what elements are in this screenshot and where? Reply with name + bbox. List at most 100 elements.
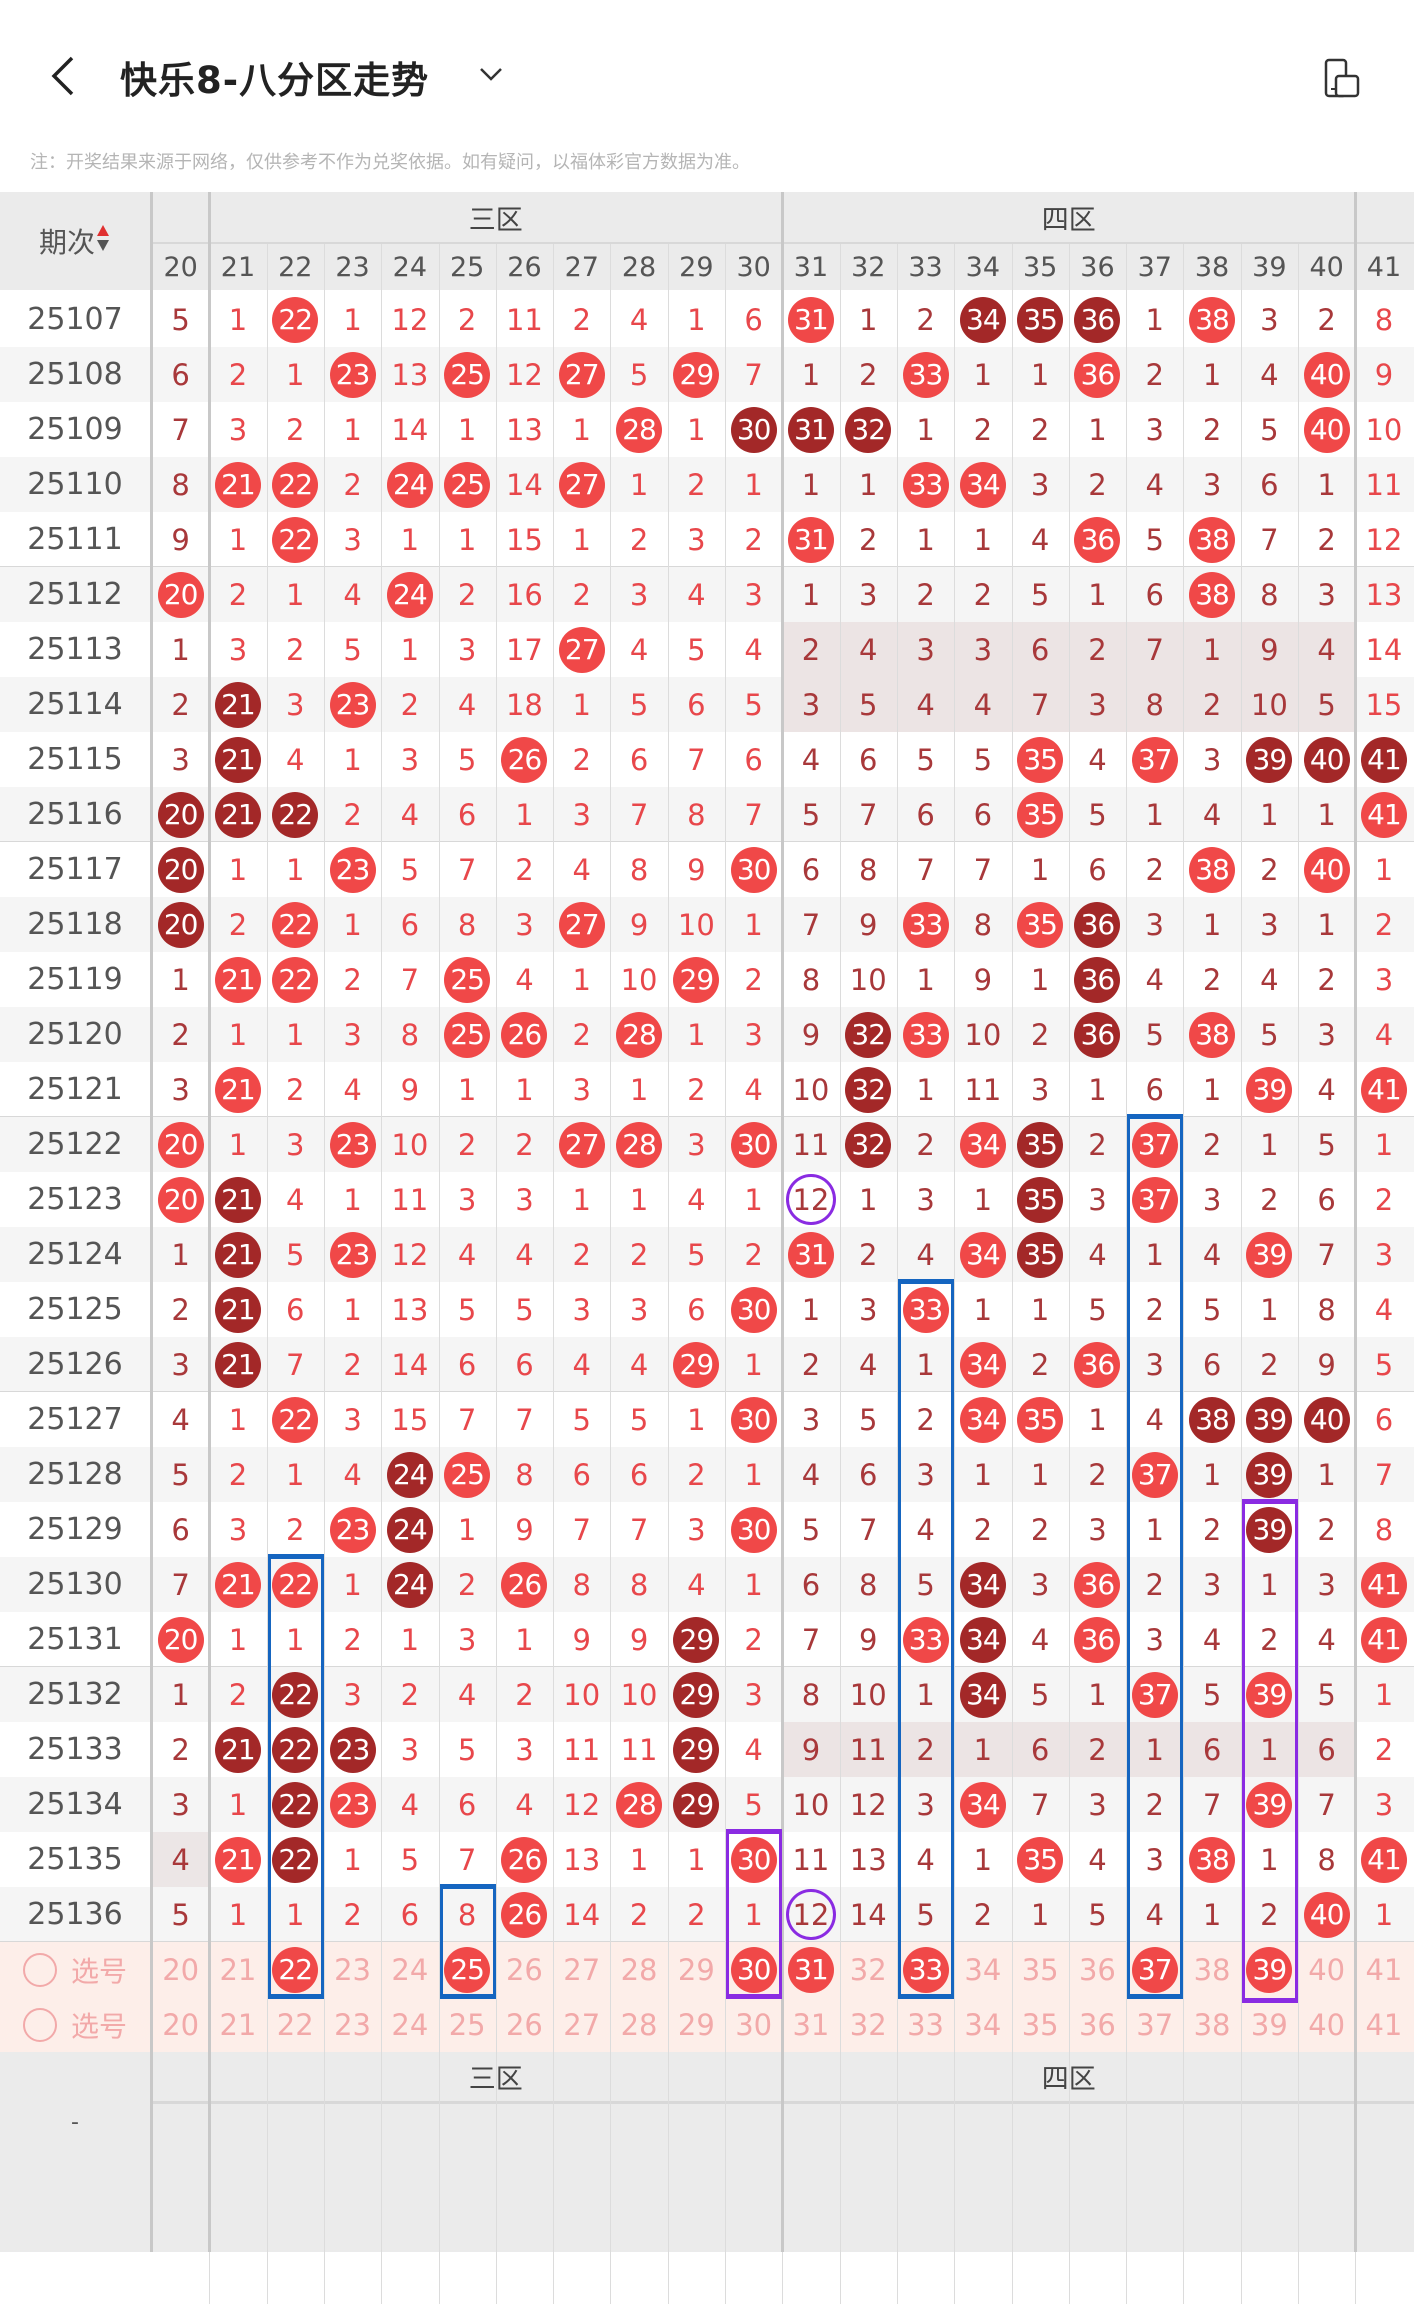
selected-ball[interactable]: 31 <box>787 1946 834 1993</box>
select-number[interactable]: 39 <box>1241 1942 1298 1997</box>
hit-ball: 30 <box>730 846 777 893</box>
screen-rotate-icon[interactable] <box>1320 56 1364 100</box>
select-number[interactable]: 23 <box>334 2007 371 2042</box>
select-number[interactable]: 25 <box>448 2007 486 2042</box>
selected-ball[interactable]: 37 <box>1131 1946 1178 1993</box>
select-number[interactable]: 39 <box>1250 2007 1288 2042</box>
repeat-ball: 20 <box>157 901 204 948</box>
select-number[interactable]: 34 <box>964 2007 1002 2042</box>
select-number[interactable]: 41 <box>1365 2007 1403 2042</box>
select-number[interactable]: 30 <box>735 2007 773 2042</box>
table-cell: 1 <box>1145 797 1164 832</box>
table-cell: 39 <box>1241 1667 1298 1722</box>
select-number[interactable]: 29 <box>677 2007 715 2042</box>
select-number[interactable]: 38 <box>1193 2007 1231 2042</box>
table-cell: 1 <box>916 522 935 557</box>
select-number[interactable]: 32 <box>849 2007 887 2042</box>
table-cell: 12 <box>391 302 429 337</box>
table-cell: 21 <box>209 1722 266 1777</box>
select-number[interactable]: 36 <box>1078 2007 1116 2042</box>
hit-ball: 23 <box>329 1121 376 1168</box>
table-cell: 3 <box>572 1072 591 1107</box>
select-number[interactable]: 40 <box>1308 2007 1346 2042</box>
selected-ball[interactable]: 30 <box>730 1946 777 1993</box>
select-number[interactable]: 35 <box>1021 1952 1059 1987</box>
select-number[interactable]: 38 <box>1193 1952 1231 1987</box>
table-cell: 3 <box>744 1677 763 1712</box>
radio-button[interactable] <box>22 1952 57 1987</box>
select-number[interactable]: 33 <box>897 1942 954 1997</box>
selected-ball[interactable]: 22 <box>272 1946 319 1993</box>
selected-ball[interactable]: 39 <box>1246 1946 1293 1993</box>
page-title[interactable]: 快乐8-八分区走势 <box>120 59 430 102</box>
select-number[interactable]: 40 <box>1308 1952 1346 1987</box>
select-number[interactable]: 22 <box>276 2007 314 2042</box>
select-number[interactable]: 32 <box>849 1952 887 1987</box>
table-cell: 3 <box>343 1017 362 1052</box>
table-cell: 25 <box>439 347 496 402</box>
table-cell: 8 <box>457 907 477 942</box>
table-cell: 8 <box>629 852 649 887</box>
table-cell: 5 <box>916 1897 935 1932</box>
select-number[interactable]: 23 <box>334 1952 371 1987</box>
select-number[interactable]: 41 <box>1365 1952 1403 1987</box>
select-number[interactable]: 34 <box>964 1952 1002 1987</box>
select-number[interactable]: 21 <box>219 2007 257 2042</box>
select-number[interactable]: 35 <box>1021 2007 1059 2042</box>
select-number[interactable]: 28 <box>620 2007 658 2042</box>
selected-ball[interactable]: 33 <box>902 1946 949 1993</box>
select-number[interactable]: 31 <box>792 2007 830 2042</box>
sort-updown-icon[interactable] <box>95 223 111 260</box>
table-cell: 34 <box>954 1557 1011 1612</box>
column-divider <box>954 244 956 2304</box>
table-cell: 2 <box>572 742 591 777</box>
table-cell: 6 <box>1317 1732 1336 1767</box>
select-number[interactable]: 22 <box>267 1942 324 1997</box>
table-cell: 5 <box>1202 1292 1222 1327</box>
select-number[interactable]: 28 <box>620 1952 658 1987</box>
table-cell: 6 <box>400 907 420 942</box>
table-cell: 2 <box>629 1897 649 1932</box>
table-cell: 2 <box>1088 1732 1107 1767</box>
select-row-label[interactable]: 选号 <box>0 1942 150 1997</box>
select-number[interactable]: 37 <box>1136 2007 1174 2042</box>
select-number[interactable]: 27 <box>563 1952 601 1987</box>
select-number[interactable]: 25 <box>439 1942 496 1997</box>
hit-ball: 27 <box>558 626 605 673</box>
table-cell: 20 <box>152 1612 209 1667</box>
table-cell: 2 <box>916 302 935 337</box>
table-cell: 2 <box>973 412 993 447</box>
table-cell: 5 <box>171 1897 190 1932</box>
select-number[interactable]: 20 <box>162 1952 200 1987</box>
select-number[interactable]: 29 <box>677 1952 715 1987</box>
table-cell: 7 <box>286 1347 305 1382</box>
select-number[interactable]: 26 <box>505 2007 543 2042</box>
select-row-label[interactable]: 选号 <box>0 1997 150 2052</box>
select-number[interactable]: 37 <box>1126 1942 1183 1997</box>
select-number[interactable]: 30 <box>725 1942 782 1997</box>
hit-ball: 35 <box>1017 1836 1064 1883</box>
select-number[interactable]: 27 <box>563 2007 601 2042</box>
select-number[interactable]: 36 <box>1078 1952 1116 1987</box>
period-header[interactable]: 期次 <box>0 192 150 290</box>
column-header: 20 <box>163 251 198 283</box>
select-number[interactable]: 20 <box>162 2007 200 2042</box>
select-number[interactable]: 26 <box>505 1952 543 1987</box>
back-arrow-icon[interactable] <box>44 52 84 100</box>
period-label: 25110 <box>27 467 123 502</box>
selected-ball[interactable]: 25 <box>444 1946 491 1993</box>
select-number[interactable]: 31 <box>782 1942 839 1997</box>
chevron-down-icon[interactable] <box>476 62 506 86</box>
hit-ball: 37 <box>1131 1121 1178 1168</box>
select-number[interactable]: 24 <box>391 2007 429 2042</box>
table-cell: 34 <box>954 1117 1011 1172</box>
table-cell: 2 <box>1030 1512 1050 1547</box>
table-cell: 1 <box>1317 797 1336 832</box>
select-number[interactable]: 33 <box>907 2007 944 2042</box>
table-cell: 1 <box>286 1017 305 1052</box>
table-cell: 38 <box>1183 567 1240 622</box>
table-cell: 5 <box>629 357 649 392</box>
radio-button[interactable] <box>22 2007 57 2042</box>
select-number[interactable]: 21 <box>219 1952 257 1987</box>
select-number[interactable]: 24 <box>391 1952 429 1987</box>
